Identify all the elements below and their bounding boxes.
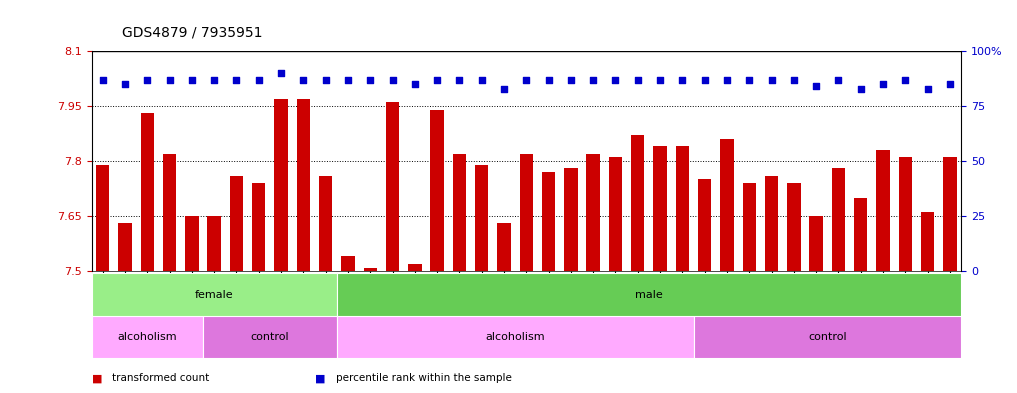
Point [741, 77, 758, 83]
Point [317, 77, 334, 83]
Bar [430, 110, 443, 271]
Bar [520, 154, 533, 271]
Point [206, 77, 223, 83]
Bar [92, 273, 337, 316]
Bar [163, 154, 176, 271]
Point [362, 77, 378, 83]
Bar [564, 169, 578, 271]
Bar [899, 158, 912, 271]
Bar [118, 224, 131, 271]
Point [585, 77, 601, 83]
Point [540, 77, 556, 83]
Point [250, 77, 266, 83]
Point [407, 81, 423, 87]
Point [474, 77, 490, 83]
Text: alcoholism: alcoholism [485, 332, 545, 342]
Text: ■: ■ [315, 373, 325, 383]
Point [162, 77, 178, 83]
Point [809, 83, 825, 90]
Text: control: control [250, 332, 289, 342]
Bar [385, 103, 400, 271]
Point [184, 77, 200, 83]
Bar [587, 154, 600, 271]
Text: female: female [195, 290, 234, 300]
Point [562, 77, 579, 83]
Text: male: male [635, 290, 663, 300]
Point [139, 77, 156, 83]
Bar [319, 176, 333, 271]
Bar [337, 273, 961, 316]
Point [519, 77, 535, 83]
Point [719, 77, 735, 83]
Bar [653, 147, 667, 271]
Bar [765, 176, 778, 271]
Bar [185, 216, 198, 271]
Bar [342, 257, 355, 271]
Bar [230, 176, 243, 271]
Bar [337, 316, 694, 358]
Point [764, 77, 780, 83]
Bar [92, 316, 203, 358]
Bar [720, 139, 733, 271]
Point [496, 85, 513, 92]
Bar [363, 268, 377, 271]
Bar [252, 183, 265, 271]
Bar [609, 158, 622, 271]
Bar [96, 165, 110, 271]
Text: transformed count: transformed count [112, 373, 210, 383]
Point [607, 77, 623, 83]
Text: ■: ■ [92, 373, 102, 383]
Bar [207, 216, 221, 271]
Bar [921, 213, 935, 271]
Bar [632, 136, 645, 271]
Point [897, 77, 913, 83]
Point [95, 77, 111, 83]
Bar [675, 147, 690, 271]
Point [786, 77, 802, 83]
Text: control: control [807, 332, 846, 342]
Bar [408, 264, 421, 271]
Point [429, 77, 445, 83]
Point [919, 85, 936, 92]
Point [674, 77, 691, 83]
Bar [787, 183, 800, 271]
Point [229, 77, 245, 83]
Bar [497, 224, 511, 271]
Bar [810, 216, 823, 271]
Bar [877, 150, 890, 271]
Point [875, 81, 891, 87]
Point [295, 77, 311, 83]
Bar [698, 180, 711, 271]
Point [652, 77, 668, 83]
Bar [832, 169, 845, 271]
Bar [475, 165, 488, 271]
Bar [854, 198, 868, 271]
Point [273, 70, 289, 76]
Point [384, 77, 401, 83]
Point [452, 77, 468, 83]
Bar [275, 99, 288, 271]
Bar [140, 114, 154, 271]
Bar [742, 183, 756, 271]
Bar [203, 316, 337, 358]
Bar [943, 158, 957, 271]
Point [340, 77, 356, 83]
Bar [453, 154, 466, 271]
Point [630, 77, 646, 83]
Bar [694, 316, 961, 358]
Bar [297, 99, 310, 271]
Point [697, 77, 713, 83]
Text: percentile rank within the sample: percentile rank within the sample [336, 373, 512, 383]
Text: alcoholism: alcoholism [117, 332, 177, 342]
Point [942, 81, 958, 87]
Bar [542, 172, 555, 271]
Text: GDS4879 / 7935951: GDS4879 / 7935951 [122, 25, 262, 39]
Point [117, 81, 133, 87]
Point [830, 77, 846, 83]
Point [852, 85, 869, 92]
